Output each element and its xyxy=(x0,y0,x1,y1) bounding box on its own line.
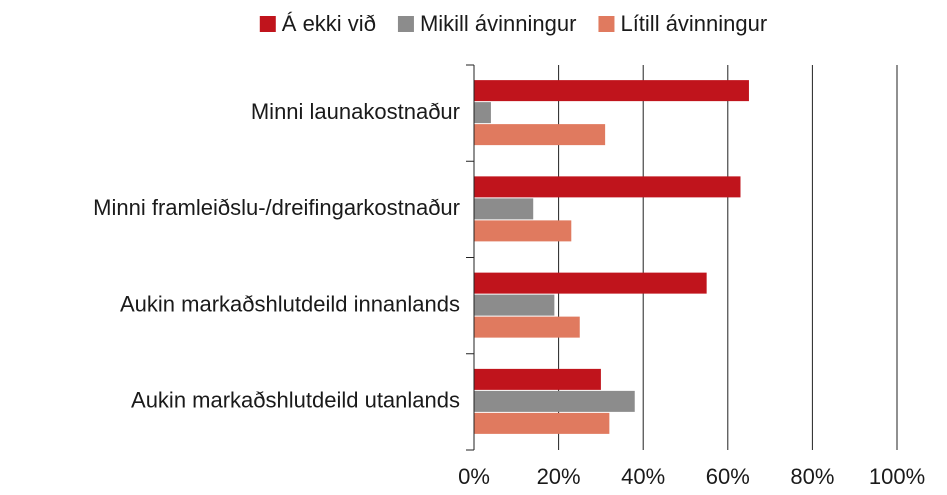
y-tick-label: Minni launakostnaður xyxy=(251,99,460,124)
legend-swatch xyxy=(397,16,414,32)
x-tick-label: 20% xyxy=(537,464,581,489)
x-tick-label: 40% xyxy=(621,464,665,489)
x-tick-label: 100% xyxy=(869,464,925,489)
bar xyxy=(474,412,610,434)
bar xyxy=(474,102,491,124)
y-tick-label: Aukin markaðshlutdeild utanlands xyxy=(131,388,460,413)
legend-label: Á ekki við xyxy=(282,11,376,36)
bar xyxy=(474,220,572,242)
y-tick-label: Minni framleiðslu-/dreifingarkostnaður xyxy=(93,195,460,220)
legend-swatch xyxy=(598,16,615,32)
x-tick-label: 80% xyxy=(790,464,834,489)
legend-label: Mikill ávinningur xyxy=(420,11,577,36)
y-tick-label: Aukin markaðshlutdeild innanlands xyxy=(120,291,460,316)
legend-label: Lítill ávinningur xyxy=(620,11,767,36)
bar xyxy=(474,124,606,146)
bar xyxy=(474,316,580,338)
x-tick-label: 60% xyxy=(706,464,750,489)
legend-swatch xyxy=(259,16,276,32)
bar xyxy=(474,80,749,102)
bar xyxy=(474,272,707,294)
bar xyxy=(474,368,601,390)
x-tick-label: 0% xyxy=(458,464,490,489)
bar xyxy=(474,294,555,316)
bar xyxy=(474,390,635,412)
bar xyxy=(474,198,534,220)
bar xyxy=(474,176,741,198)
